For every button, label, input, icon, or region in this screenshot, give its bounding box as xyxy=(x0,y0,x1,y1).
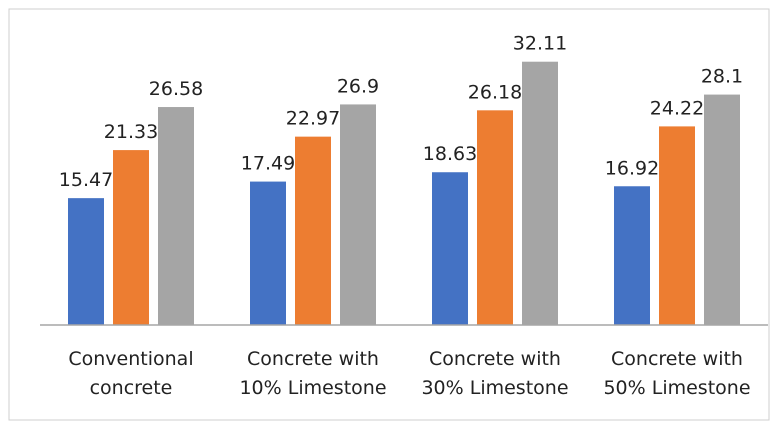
data-label-3-2: 26.18 xyxy=(468,81,522,103)
bar-2-3 xyxy=(340,104,376,325)
data-label-2-1: 17.49 xyxy=(241,153,295,175)
category-label-4-line-1: Concrete with xyxy=(611,348,743,370)
data-label-4-2: 24.22 xyxy=(650,97,704,119)
data-label-1-3: 26.58 xyxy=(149,78,203,100)
category-label-1-line-1: Conventional xyxy=(68,348,193,370)
bar-2-2 xyxy=(295,136,331,325)
category-labels-layer: Conventional concrete Concrete with 10% Lim… xyxy=(68,348,750,399)
category-label-2-line-1: Concrete with xyxy=(247,348,379,370)
value-labels-layer: 15.47 21.33 26.58 17.49 22.97 26.9 18.63 26.18 3… xyxy=(59,33,743,191)
bar-2-1 xyxy=(250,181,286,325)
data-label-2-2: 22.97 xyxy=(286,108,340,130)
data-label-4-3: 28.1 xyxy=(701,66,743,88)
bar-1-3 xyxy=(158,107,194,325)
data-label-2-3: 26.9 xyxy=(337,75,379,97)
data-label-4-1: 16.92 xyxy=(605,157,659,179)
bar-4-1 xyxy=(614,186,650,325)
category-label-3-line-1: Concrete with xyxy=(429,348,561,370)
bar-3-3 xyxy=(522,61,558,326)
bar-1-2 xyxy=(113,150,149,325)
bar-4-2 xyxy=(659,126,695,326)
chart-frame xyxy=(8,8,770,421)
category-label-1-line-2: concrete xyxy=(90,377,173,399)
bars-layer xyxy=(68,61,740,326)
bar-4-3 xyxy=(704,94,740,325)
category-label-4-line-2: 50% Limestone xyxy=(603,377,750,399)
category-label-3-line-2: 30% Limestone xyxy=(421,377,568,399)
data-label-3-1: 18.63 xyxy=(423,143,477,165)
category-label-2-line-2: 10% Limestone xyxy=(239,377,386,399)
bar-1-1 xyxy=(68,198,104,325)
data-label-1-1: 15.47 xyxy=(59,169,113,191)
data-label-1-2: 21.33 xyxy=(104,121,158,143)
data-label-3-3: 32.11 xyxy=(513,33,567,55)
bar-3-2 xyxy=(477,110,513,325)
bar-3-1 xyxy=(432,172,468,325)
